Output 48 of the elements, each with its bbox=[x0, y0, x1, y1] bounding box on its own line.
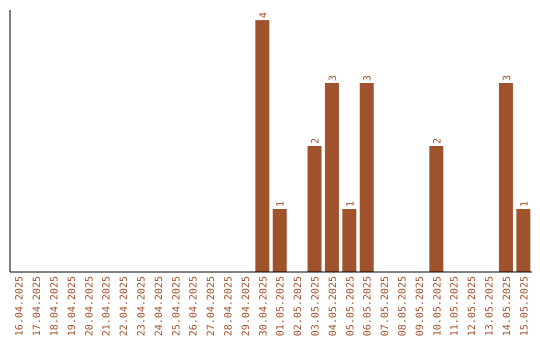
bar bbox=[324, 83, 339, 272]
x-tick-label: 21.04.2025 bbox=[102, 276, 113, 336]
data-label: 2 bbox=[432, 138, 444, 144]
x-tick-label: 18.04.2025 bbox=[50, 276, 60, 336]
data-label: 1 bbox=[276, 200, 287, 208]
bar bbox=[498, 83, 513, 272]
bar bbox=[516, 209, 530, 272]
x-tick-label: 26.04.2025 bbox=[188, 276, 200, 336]
x-tick-label: 11.05.2025 bbox=[450, 276, 461, 336]
x-tick-label: 15.05.2025 bbox=[519, 276, 530, 336]
bar bbox=[360, 83, 374, 272]
x-tick-label: 24.04.2025 bbox=[154, 276, 165, 336]
x-tick-label: 12.05.2025 bbox=[467, 276, 478, 336]
x-tick-label: 05.05.2025 bbox=[345, 276, 356, 336]
x-tick-label: 23.04.2025 bbox=[136, 276, 148, 336]
x-tick-label: 29.04.2025 bbox=[240, 276, 252, 336]
x-tick-label: 02.05.2025 bbox=[293, 276, 304, 336]
x-tick-label: 13.05.2025 bbox=[484, 276, 496, 336]
x-tick-label: 17.04.2025 bbox=[32, 276, 44, 336]
x-tick-label: 16.04.2025 bbox=[14, 276, 26, 336]
data-label: 2 bbox=[310, 138, 322, 144]
x-tick-label: 03.05.2025 bbox=[310, 276, 322, 336]
bar bbox=[255, 20, 270, 272]
data-label: 1 bbox=[345, 200, 356, 208]
bar bbox=[272, 209, 287, 272]
x-tick-label: 01.05.2025 bbox=[276, 276, 287, 336]
bar bbox=[342, 209, 356, 272]
x-tick-label: 04.05.2025 bbox=[328, 276, 339, 336]
x-tick-label: 20.04.2025 bbox=[84, 276, 96, 336]
bar bbox=[308, 146, 322, 272]
data-label: 3 bbox=[328, 75, 339, 82]
x-tick-label: 28.04.2025 bbox=[224, 276, 234, 336]
x-tick-label: 09.05.2025 bbox=[414, 276, 426, 336]
data-label: 3 bbox=[502, 75, 513, 82]
x-tick-label: 19.04.2025 bbox=[66, 276, 78, 336]
x-tick-label: 14.05.2025 bbox=[502, 276, 513, 336]
x-tick-label: 08.05.2025 bbox=[398, 276, 408, 336]
data-label: 3 bbox=[362, 75, 374, 82]
x-tick-label: 07.05.2025 bbox=[380, 276, 392, 336]
x-tick-label: 06.05.2025 bbox=[362, 276, 374, 336]
x-tick-label: 25.04.2025 bbox=[171, 276, 182, 336]
x-tick-label: 27.04.2025 bbox=[206, 276, 218, 336]
x-tick-label: 10.05.2025 bbox=[432, 276, 444, 336]
data-label: 1 bbox=[519, 200, 530, 208]
data-label: 4 bbox=[258, 12, 270, 18]
x-tick-label: 22.04.2025 bbox=[119, 276, 130, 336]
bar bbox=[429, 146, 444, 272]
x-tick-label: 30.04.2025 bbox=[258, 276, 270, 336]
